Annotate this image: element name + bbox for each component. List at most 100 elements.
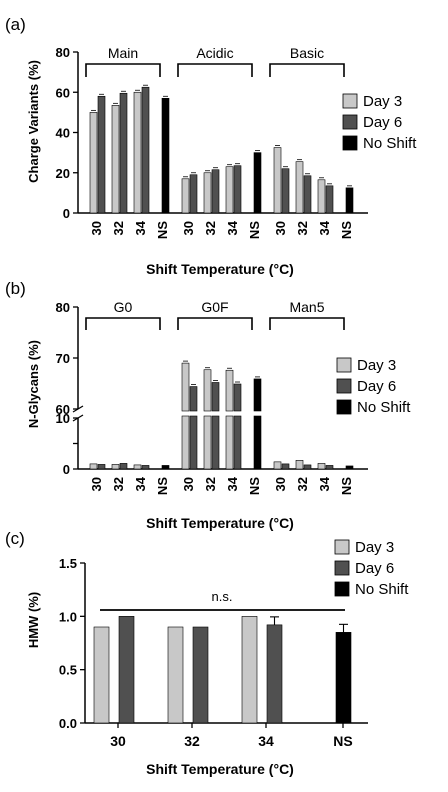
legend-label-day3: Day 3 — [363, 93, 402, 110]
x-tick-label: 32 — [203, 221, 218, 235]
legend-swatch-day3 — [334, 539, 350, 555]
group-label: Main — [108, 45, 138, 61]
bar-day6 — [189, 386, 198, 412]
y-tick-label: 40 — [56, 126, 70, 141]
legend-label-day3: Day 3 — [355, 539, 394, 556]
x-tick-label: 30 — [110, 733, 126, 749]
legend-swatch-day6 — [334, 560, 350, 576]
group-bracket — [269, 317, 345, 330]
bar-noshift — [335, 632, 352, 724]
legend-label-day3: Day 3 — [357, 357, 396, 374]
bar-day3 — [167, 626, 184, 724]
bar-day3 — [295, 161, 304, 214]
bar-day3 — [111, 105, 120, 214]
legend-swatch-noshift — [334, 581, 350, 597]
bar-day6 — [97, 464, 106, 470]
legend-label-noshift: No Shift — [357, 399, 411, 416]
y-tick-label: 1.0 — [59, 609, 77, 624]
bar-day3 — [89, 463, 98, 470]
bar-day6 — [281, 168, 290, 214]
x-axis-title: Shift Temperature (°C) — [146, 261, 294, 277]
x-tick-label: NS — [247, 221, 262, 239]
bar-day6 — [281, 463, 290, 470]
group-bracket — [177, 317, 253, 330]
x-tick-label: NS — [339, 221, 354, 239]
bar-day6 — [118, 616, 135, 724]
bar-day3 — [241, 616, 258, 724]
legend-label-day6: Day 6 — [357, 378, 396, 395]
x-tick-label: NS — [247, 477, 262, 495]
x-tick-label: 34 — [225, 476, 240, 491]
x-axis-title: Shift Temperature (°C) — [146, 761, 294, 777]
group-bracket — [269, 63, 345, 77]
x-tick-label: 34 — [258, 733, 274, 749]
bar-day3 — [317, 179, 326, 214]
bar-day3 — [273, 147, 282, 214]
bar-day6 — [119, 463, 128, 470]
x-tick-label: 34 — [133, 476, 148, 491]
x-tick-label: 30 — [273, 477, 288, 491]
bar-day6-lower — [211, 415, 220, 470]
y-axis-title: N-Glycans (%) — [26, 340, 41, 428]
bar-day3 — [93, 626, 110, 724]
significance-label: n.s. — [212, 589, 233, 604]
bar-day6 — [141, 465, 150, 470]
legend-swatch-day3 — [336, 357, 352, 373]
bar-day6 — [303, 464, 312, 470]
y-tick-label: 0.5 — [59, 663, 77, 678]
bar-day6 — [211, 382, 220, 412]
y-tick-label: 60 — [56, 85, 70, 100]
x-tick-label: 30 — [273, 221, 288, 235]
group-label: Basic — [290, 45, 324, 61]
bar-day6-lower — [233, 415, 242, 470]
legend-label-noshift: No Shift — [355, 581, 409, 598]
group-label: Acidic — [196, 45, 233, 61]
bar-day3 — [273, 461, 282, 470]
x-tick-label: 30 — [89, 477, 104, 491]
bar-day3 — [181, 362, 190, 412]
panel-label: (a) — [5, 15, 26, 34]
bar-day6-lower — [189, 415, 198, 470]
legend-swatch-noshift — [336, 399, 352, 415]
y-tick-label: 60 — [56, 402, 70, 417]
bar-day6 — [189, 174, 198, 214]
group-label: G0 — [114, 299, 133, 315]
bar-day6 — [119, 92, 128, 214]
bar-day3 — [317, 463, 326, 470]
y-tick-label: 0 — [63, 462, 70, 477]
legend-swatch-day3 — [342, 93, 358, 109]
x-tick-label: 34 — [317, 476, 332, 491]
bar-noshift-lower — [253, 415, 262, 470]
y-tick-label: 1.5 — [59, 556, 77, 571]
x-tick-label: 32 — [111, 477, 126, 491]
bar-day3 — [89, 112, 98, 214]
bar-day3-lower — [225, 415, 234, 470]
x-tick-label: 34 — [133, 220, 148, 235]
y-tick-label: 10 — [56, 411, 70, 426]
legend-label-noshift: No Shift — [363, 135, 417, 152]
panel-label: (c) — [5, 529, 25, 548]
bar-day3 — [203, 369, 212, 412]
x-tick-label: NS — [155, 477, 170, 495]
x-tick-label: 32 — [295, 221, 310, 235]
x-tick-label: 34 — [225, 220, 240, 235]
bar-day3 — [225, 369, 234, 412]
legend-swatch-day6 — [336, 378, 352, 394]
bar-day6 — [325, 185, 334, 214]
x-tick-label: 32 — [184, 733, 200, 749]
bar-day3 — [133, 91, 142, 214]
x-tick-label: NS — [155, 221, 170, 239]
y-tick-label: 0.0 — [59, 716, 77, 731]
legend-label-day6: Day 6 — [355, 560, 394, 577]
bar-day3 — [111, 464, 120, 470]
y-tick-label: 20 — [56, 166, 70, 181]
bar-noshift — [161, 465, 170, 470]
bar-day3 — [203, 172, 212, 214]
bar-day3 — [295, 460, 304, 470]
bar-noshift — [345, 465, 354, 470]
bar-day6 — [266, 624, 283, 724]
bar-noshift — [253, 152, 262, 214]
group-bracket — [85, 317, 161, 330]
y-tick-label: 80 — [56, 300, 70, 315]
